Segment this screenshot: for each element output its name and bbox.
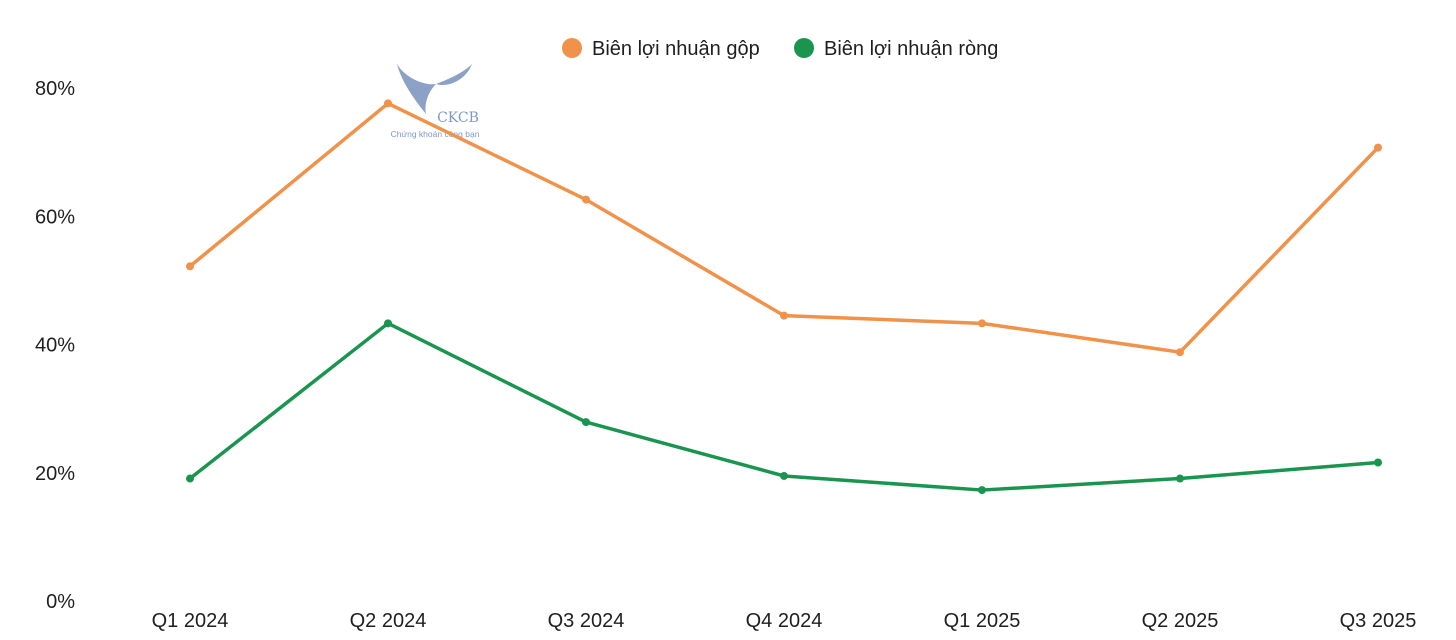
watermark-subtitle: Chứng khoán cùng bạn: [391, 129, 480, 139]
x-tick-label: Q3 2025: [1340, 610, 1417, 632]
y-axis: 0% 20% 40% 60% 80%: [35, 78, 75, 613]
data-point-net-margin[interactable]: [780, 471, 788, 480]
legend-item-gross-margin[interactable]: Biên lợi nhuận gộp: [562, 38, 760, 60]
legend-label-net-margin: Biên lợi nhuận ròng: [824, 38, 998, 60]
y-tick-label: 60%: [35, 206, 75, 228]
x-axis: Q1 2024 Q2 2024 Q3 2024 Q4 2024 Q1 2025 …: [152, 610, 1417, 632]
data-point-gross-margin[interactable]: [780, 311, 788, 320]
x-tick-label: Q1 2025: [944, 610, 1021, 632]
legend-marker-net-margin: [794, 38, 814, 58]
x-tick-label: Q4 2024: [746, 610, 823, 632]
watermark-logo: CKCB Chứng khoán cùng bạn: [391, 64, 480, 139]
legend: Biên lợi nhuận gộp Biên lợi nhuận ròng: [562, 38, 998, 60]
data-point-gross-margin[interactable]: [582, 195, 590, 204]
data-point-net-margin[interactable]: [582, 418, 590, 427]
y-tick-label: 80%: [35, 78, 75, 100]
data-point-gross-margin[interactable]: [1374, 143, 1382, 152]
y-tick-label: 0%: [46, 591, 75, 613]
legend-label-gross-margin: Biên lợi nhuận gộp: [592, 38, 760, 60]
data-point-gross-margin[interactable]: [186, 262, 194, 271]
series-line-net-margin: [188, 321, 1379, 492]
data-point-gross-margin[interactable]: [978, 319, 986, 328]
watermark-wing-left: [397, 64, 436, 114]
series-layer: [186, 99, 1382, 495]
watermark-title: CKCB: [437, 110, 479, 126]
legend-item-net-margin[interactable]: Biên lợi nhuận ròng: [794, 38, 998, 60]
data-point-net-margin[interactable]: [978, 486, 986, 495]
data-point-net-margin[interactable]: [186, 474, 194, 483]
data-point-gross-margin[interactable]: [1176, 348, 1184, 357]
x-tick-label: Q1 2024: [152, 610, 229, 632]
data-point-gross-margin[interactable]: [384, 99, 392, 108]
x-tick-label: Q2 2024: [350, 610, 427, 632]
data-point-net-margin[interactable]: [384, 319, 392, 328]
legend-marker-gross-margin: [562, 38, 582, 58]
data-point-net-margin[interactable]: [1374, 458, 1382, 467]
watermark-wing-right: [436, 64, 472, 86]
y-tick-label: 20%: [35, 463, 75, 485]
x-tick-label: Q2 2025: [1142, 610, 1219, 632]
data-point-net-margin[interactable]: [1176, 474, 1184, 483]
x-tick-label: Q3 2024: [548, 610, 625, 632]
y-tick-label: 40%: [35, 335, 75, 357]
